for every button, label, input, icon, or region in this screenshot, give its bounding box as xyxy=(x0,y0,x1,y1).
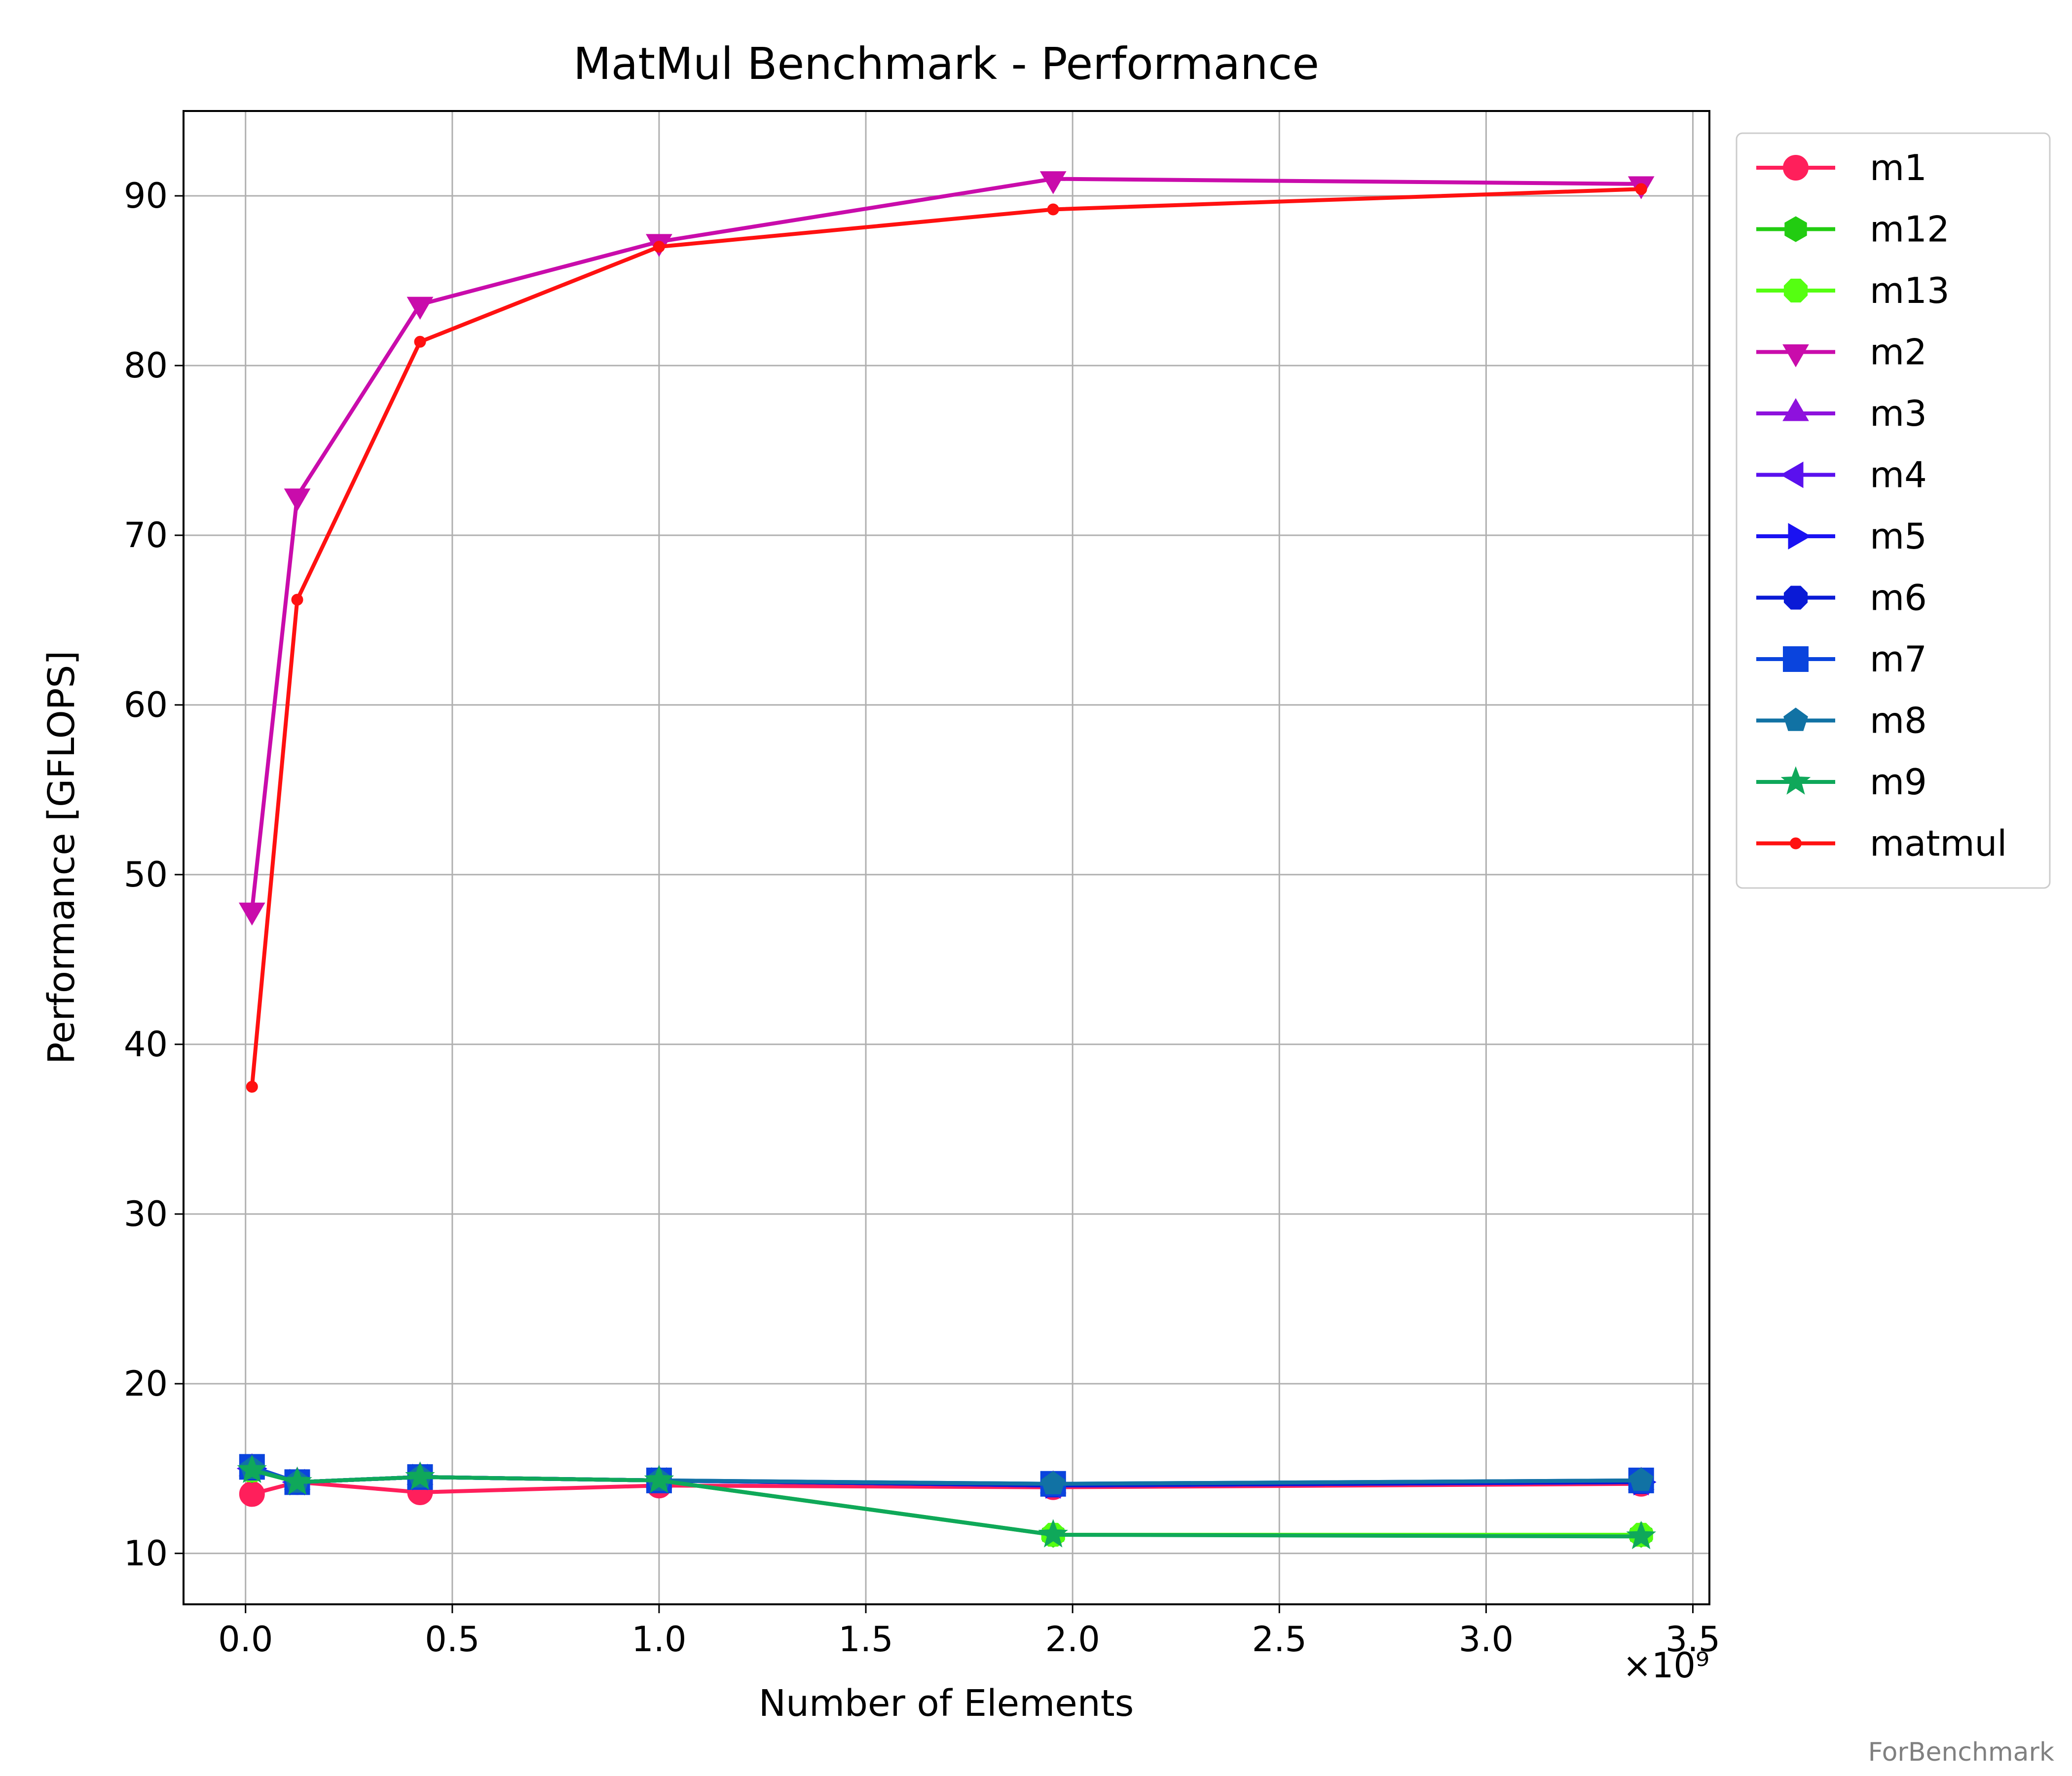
x-tick-label: 3.0 xyxy=(1459,1619,1514,1660)
legend-item-m2: m2 xyxy=(1756,332,1927,373)
y-tick-label: 40 xyxy=(124,1024,168,1065)
data-point-matmul xyxy=(653,241,665,253)
data-point-m2 xyxy=(284,488,311,512)
y-axis-label: Performance [GFLOPS] xyxy=(40,651,83,1065)
x-tick-label: 2.5 xyxy=(1252,1619,1307,1660)
legend-marker-icon xyxy=(1783,707,1808,731)
legend-label: m7 xyxy=(1870,638,1927,680)
legend-item-matmul: matmul xyxy=(1756,823,2007,864)
data-point-m2 xyxy=(238,902,265,926)
data-point-m8 xyxy=(1628,1467,1654,1491)
legend-item-m5: m5 xyxy=(1756,516,1927,557)
legend-label: m4 xyxy=(1870,454,1927,496)
series-line-matmul xyxy=(250,187,1641,1087)
legend-label: m12 xyxy=(1870,209,1950,250)
legend-item-m9: m9 xyxy=(1756,761,1927,803)
legend-marker-icon xyxy=(1783,586,1808,610)
x-tick-label: 1.0 xyxy=(631,1619,686,1660)
grid-lines xyxy=(184,111,1709,1604)
legend-label: m8 xyxy=(1870,700,1927,741)
legend-item-m7: m7 xyxy=(1756,638,1927,680)
y-tick-label: 10 xyxy=(124,1533,168,1574)
legend-marker-icon xyxy=(1780,766,1811,795)
chart-title: MatMul Benchmark - Performance xyxy=(573,38,1319,89)
x-tick-label: 1.5 xyxy=(838,1619,893,1660)
legend-item-m13: m13 xyxy=(1756,270,1950,311)
legend-box xyxy=(1736,132,2051,889)
x-tick-label: 2.0 xyxy=(1045,1619,1100,1660)
legend-item-m12: m12 xyxy=(1756,209,1950,250)
legend-label: m1 xyxy=(1870,147,1927,188)
x-tick-label: 0.0 xyxy=(218,1619,273,1660)
legend-item-m3: m3 xyxy=(1756,393,1927,434)
axis-ticks: 0.0 0.5 1.0 1.5 2.0 2.5 3.0 3.5 10 20 30 40 50 60 70 80… xyxy=(124,176,1720,1660)
y-tick-label: 80 xyxy=(124,345,168,386)
x-axis-label: Number of Elements xyxy=(759,1682,1134,1725)
data-point-m2 xyxy=(1039,171,1067,194)
legend-marker-icon xyxy=(1783,155,1809,181)
legend-label: matmul xyxy=(1870,823,2007,864)
data-point-m1 xyxy=(239,1481,265,1507)
data-point-m9 xyxy=(1038,1519,1069,1548)
plot-frame xyxy=(183,110,1710,1605)
x-tick-label: 3.5 xyxy=(1665,1619,1720,1660)
x-tick-label: 0.5 xyxy=(425,1619,480,1660)
legend-marker-icon xyxy=(1782,398,1809,421)
y-tick-label: 50 xyxy=(124,854,168,895)
series-line-m2 xyxy=(250,177,1641,911)
legend-marker-icon xyxy=(1788,523,1812,550)
legend-label: m5 xyxy=(1870,516,1927,557)
data-point-m9 xyxy=(644,1465,674,1493)
legend-item-m1: m1 xyxy=(1756,147,1927,188)
legend-marker-icon xyxy=(1783,278,1808,303)
y-tick-label: 70 xyxy=(124,515,168,555)
data-point-matmul xyxy=(1047,203,1059,216)
series-group xyxy=(236,171,1657,1550)
data-point-matmul xyxy=(246,1080,258,1093)
legend-label: m6 xyxy=(1870,577,1927,619)
legend-label: m13 xyxy=(1870,270,1950,311)
data-point-m9 xyxy=(237,1454,267,1483)
y-tick-label: 60 xyxy=(124,685,168,725)
legend: m1 m12 m13 m2 m3 m4 m5 m6 m7 m8 m9 matmul xyxy=(1736,132,2051,889)
data-point-m9 xyxy=(405,1461,435,1490)
legend-label: m9 xyxy=(1870,761,1927,803)
data-point-matmul xyxy=(291,593,303,606)
x-offset-label: ×10⁹ xyxy=(1623,1645,1709,1686)
data-point-matmul xyxy=(1635,183,1647,195)
data-point-m9 xyxy=(1626,1520,1657,1550)
series-m9 xyxy=(237,1454,1657,1550)
data-point-m9 xyxy=(282,1466,312,1495)
legend-item-m4: m4 xyxy=(1756,454,1927,496)
legend-marker-icon xyxy=(1780,461,1804,488)
legend-marker-icon xyxy=(1784,216,1807,242)
series-matmul xyxy=(246,183,1647,1093)
data-point-m2 xyxy=(407,296,434,320)
y-tick-label: 20 xyxy=(124,1364,168,1404)
data-point-m8 xyxy=(1040,1471,1066,1494)
legend-item-m8: m8 xyxy=(1756,700,1927,741)
legend-marker-icon xyxy=(1790,837,1802,850)
watermark: ForBenchmark xyxy=(1868,1738,2054,1767)
legend-label: m2 xyxy=(1870,332,1927,373)
data-point-matmul xyxy=(414,335,426,348)
legend-item-m6: m6 xyxy=(1756,577,1927,619)
legend-marker-icon xyxy=(1783,646,1809,672)
legend-label: m3 xyxy=(1870,393,1927,434)
y-tick-label: 30 xyxy=(124,1194,168,1234)
y-tick-label: 90 xyxy=(124,176,168,216)
legend-marker-icon xyxy=(1782,344,1809,368)
